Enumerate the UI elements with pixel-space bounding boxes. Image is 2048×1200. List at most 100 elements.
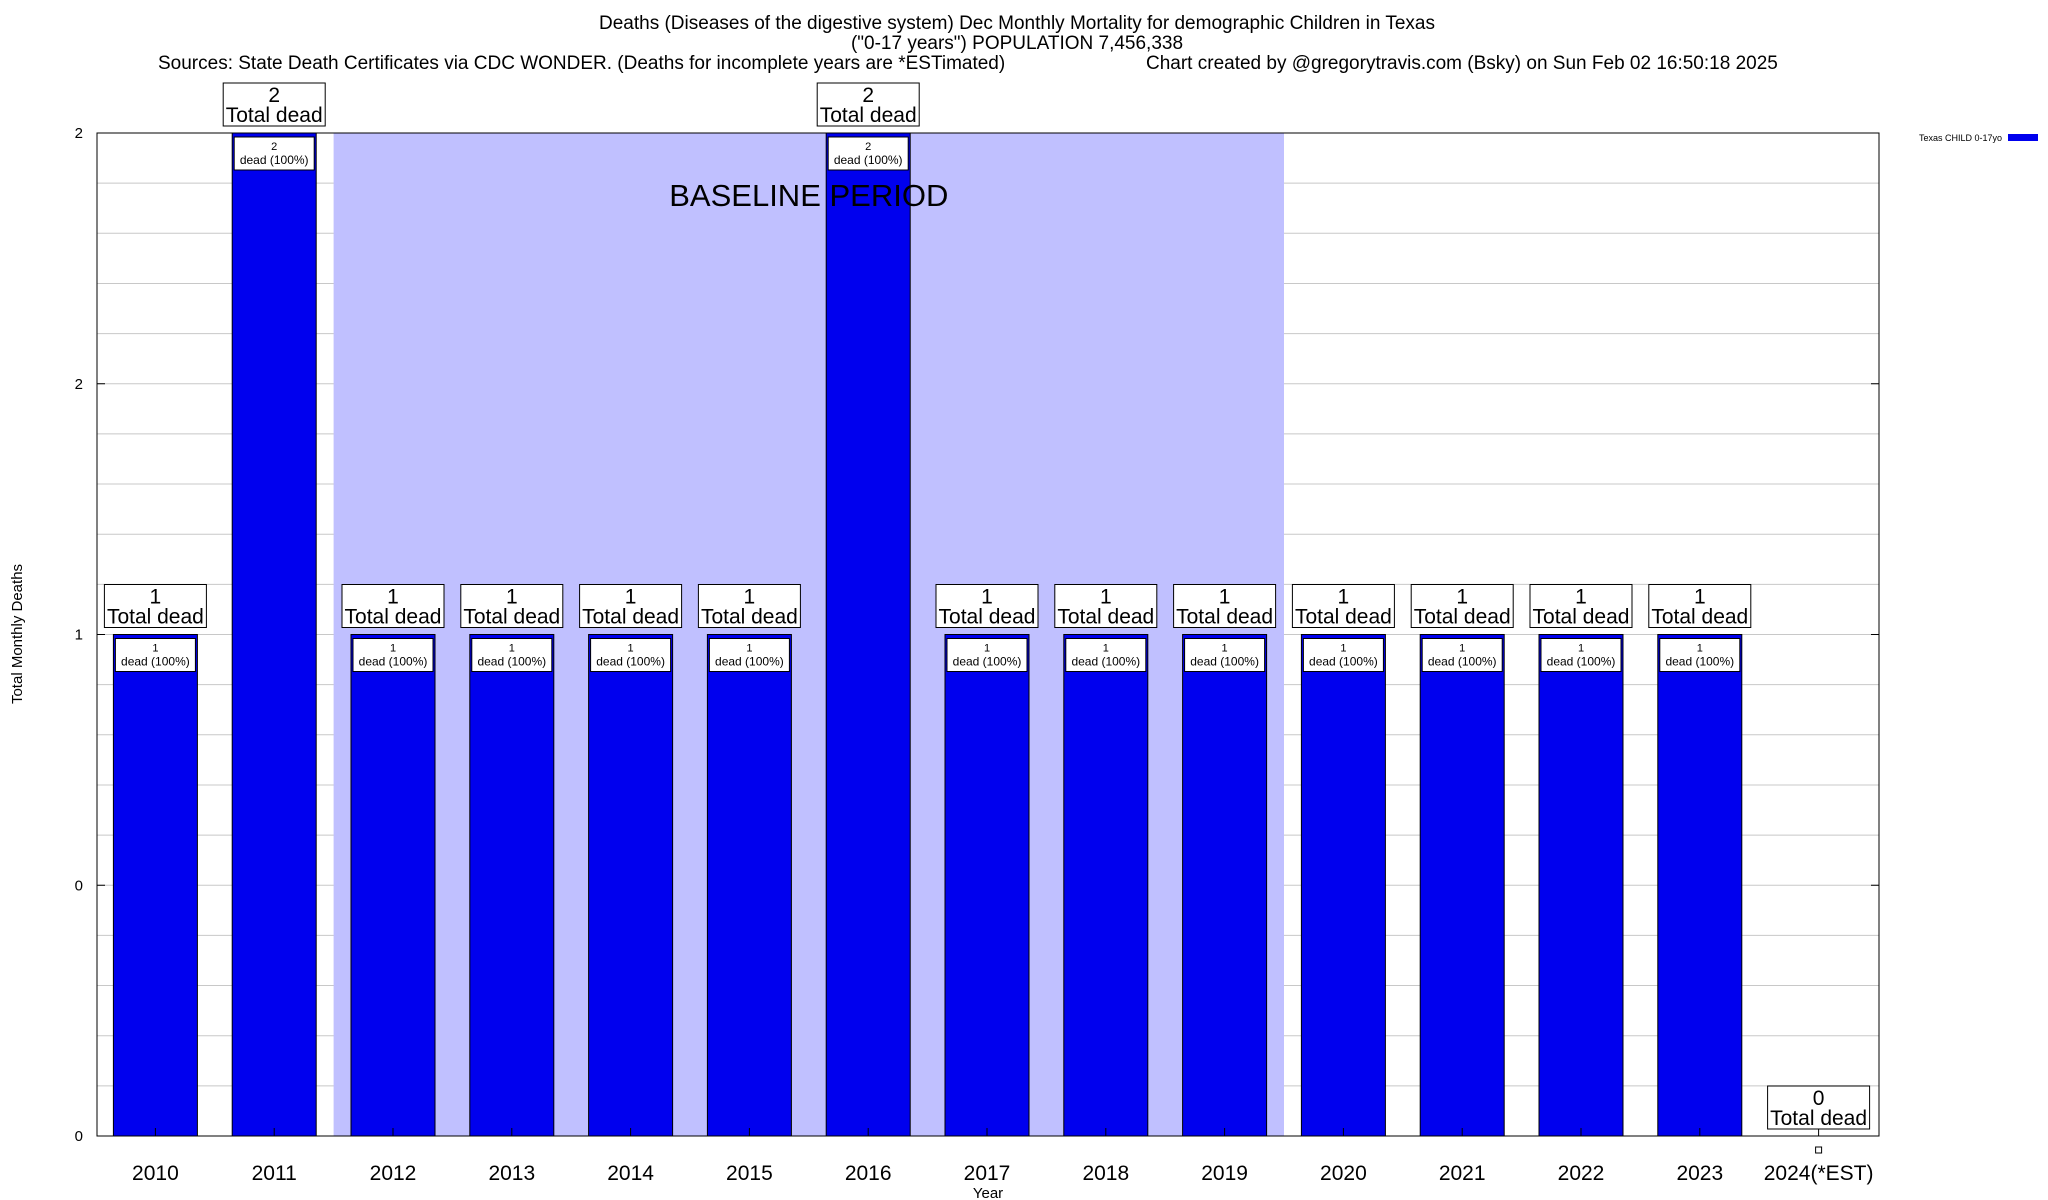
inner-label-count: 1 <box>628 643 634 655</box>
inner-label-box <box>471 638 553 672</box>
total-label-box <box>1648 584 1752 628</box>
inner-label-box <box>233 136 315 171</box>
total-label-text: Total dead <box>345 606 442 629</box>
inner-label-box <box>1540 638 1622 672</box>
chart-subtitle: ("0-17 years") POPULATION 7,456,338 <box>850 33 1184 54</box>
xtick-label: 2016 <box>845 1162 892 1185</box>
inner-label-box <box>1302 638 1384 672</box>
inner-label-box <box>1659 638 1741 672</box>
total-label-text: Total dead <box>1533 606 1630 629</box>
total-label-box <box>579 584 683 628</box>
bar <box>944 634 1030 1137</box>
total-label-count: 1 <box>150 586 162 609</box>
total-label-count: 0 <box>1813 1087 1825 1110</box>
total-label-text: Total dead <box>1295 606 1392 629</box>
legend-label: Texas CHILD 0-17yo <box>1919 133 2002 143</box>
bar <box>588 634 674 1137</box>
xtick-label: 2023 <box>1676 1162 1723 1185</box>
total-label-count: 1 <box>744 586 756 609</box>
xtick-label: 2021 <box>1439 1162 1486 1185</box>
inner-label-text: dead (100%) <box>359 655 428 669</box>
total-label-count: 1 <box>1100 586 1112 609</box>
inner-label-box <box>114 638 196 672</box>
inner-label-box <box>1184 638 1266 672</box>
total-label-count: 1 <box>1219 586 1231 609</box>
ytick-label: 1 <box>75 627 83 644</box>
total-label-box <box>341 584 445 628</box>
total-label-count: 1 <box>1456 586 1468 609</box>
zero-marker <box>1815 1146 1823 1154</box>
bar <box>1419 634 1505 1137</box>
total-label-text: Total dead <box>582 606 679 629</box>
xtick-label: 2010 <box>132 1162 179 1185</box>
bar <box>1657 634 1743 1137</box>
ytick-label: 2 <box>75 376 83 393</box>
inner-label-box <box>1421 638 1503 672</box>
bar <box>112 634 198 1137</box>
inner-label-text: dead (100%) <box>1071 655 1140 669</box>
total-label-box <box>460 584 564 628</box>
total-label-count: 1 <box>1694 586 1706 609</box>
total-label-count: 1 <box>387 586 399 609</box>
bar <box>1063 634 1149 1137</box>
total-label-text: Total dead <box>107 606 204 629</box>
xtick-label: 2024(*EST) <box>1764 1162 1874 1185</box>
inner-label-text: dead (100%) <box>953 655 1022 669</box>
bars <box>112 132 1743 1137</box>
legend-swatch <box>2008 134 2038 141</box>
xtick-label: 2013 <box>488 1162 535 1185</box>
inner-label-text: dead (100%) <box>834 153 903 167</box>
total-label-count: 1 <box>625 586 637 609</box>
total-label-box <box>1291 584 1395 628</box>
total-label-box <box>1173 584 1277 628</box>
inner-label-count: 1 <box>1459 643 1465 655</box>
inner-label-text: dead (100%) <box>240 153 309 167</box>
xtick-label: 2015 <box>726 1162 773 1185</box>
xtick-label: 2019 <box>1201 1162 1248 1185</box>
xtick-label: 2022 <box>1558 1162 1605 1185</box>
chart-title: Deaths (Diseases of the digestive system… <box>599 13 1435 34</box>
inner-label-text: dead (100%) <box>477 655 546 669</box>
bar <box>706 634 792 1137</box>
total-label-box <box>935 584 1039 628</box>
total-label-text: Total dead <box>1176 606 1273 629</box>
total-label-box <box>103 584 207 628</box>
total-label-box <box>222 82 326 127</box>
inner-label-text: dead (100%) <box>1428 655 1497 669</box>
bar <box>469 634 555 1137</box>
y-axis-label: Total Monthly Deaths <box>9 564 26 704</box>
inner-label-count: 2 <box>865 141 871 153</box>
bar <box>350 634 436 1137</box>
total-label-count: 2 <box>862 84 874 107</box>
inner-label-text: dead (100%) <box>715 655 784 669</box>
inner-label-text: dead (100%) <box>1547 655 1616 669</box>
inner-label-box <box>827 136 909 171</box>
inner-label-text: dead (100%) <box>596 655 665 669</box>
bar <box>825 132 911 1137</box>
